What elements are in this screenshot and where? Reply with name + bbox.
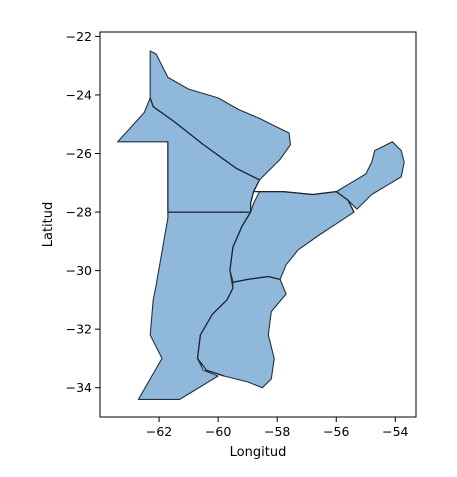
y-axis: −22 −24 −26 −28 −30 −32 −34	[66, 29, 100, 395]
x-tick-label: −58	[264, 424, 290, 439]
y-tick-label: −28	[66, 205, 92, 220]
x-axis: −62 −60 −58 −56 −54	[146, 417, 409, 439]
y-tick-label: −26	[66, 146, 92, 161]
region-north-east	[335, 141, 405, 210]
x-tick-label: −56	[323, 424, 349, 439]
y-tick-label: −34	[66, 380, 92, 395]
x-tick-label: −62	[146, 424, 172, 439]
border-line	[335, 191, 355, 213]
y-tick-label: −24	[66, 87, 92, 102]
plot-frame	[99, 31, 417, 418]
border-line	[232, 275, 281, 283]
y-tick-label: −30	[66, 263, 92, 278]
border-line	[167, 141, 251, 213]
borders-layer	[149, 97, 355, 377]
y-tick-label: −32	[66, 322, 92, 337]
border-line	[149, 97, 260, 181]
x-tick-label: −60	[205, 424, 231, 439]
x-axis-label: Longitud	[230, 445, 287, 460]
regions-layer	[117, 50, 405, 400]
border-line	[196, 287, 234, 377]
border-line	[229, 179, 261, 283]
y-tick-label: −22	[66, 29, 92, 44]
y-axis-label: Latitud	[41, 202, 56, 248]
border-line	[253, 191, 337, 196]
x-tick-label: −54	[382, 424, 408, 439]
